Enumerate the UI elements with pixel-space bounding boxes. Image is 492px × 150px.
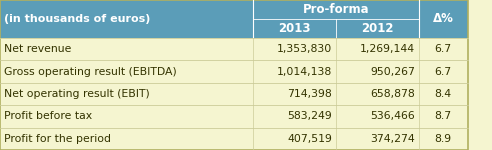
Text: 950,267: 950,267 bbox=[370, 67, 415, 77]
Text: 583,249: 583,249 bbox=[287, 111, 332, 121]
Text: 8.9: 8.9 bbox=[435, 134, 452, 144]
Text: 1,014,138: 1,014,138 bbox=[277, 67, 332, 77]
Text: Profit before tax: Profit before tax bbox=[4, 111, 92, 121]
Text: Pro-forma: Pro-forma bbox=[303, 3, 369, 16]
Text: 6.7: 6.7 bbox=[435, 67, 452, 77]
Text: Net revenue: Net revenue bbox=[4, 44, 71, 54]
Text: 407,519: 407,519 bbox=[287, 134, 332, 144]
Bar bbox=[0, 38, 468, 60]
Text: 1,269,144: 1,269,144 bbox=[360, 44, 415, 54]
Text: 6.7: 6.7 bbox=[435, 44, 452, 54]
Text: 658,878: 658,878 bbox=[370, 89, 415, 99]
Text: 8.4: 8.4 bbox=[435, 89, 452, 99]
Text: 2012: 2012 bbox=[361, 22, 394, 35]
Text: Δ%: Δ% bbox=[433, 12, 454, 26]
Bar bbox=[0, 128, 468, 150]
Text: 536,466: 536,466 bbox=[370, 111, 415, 121]
Text: Profit for the period: Profit for the period bbox=[4, 134, 111, 144]
Text: 8.7: 8.7 bbox=[435, 111, 452, 121]
Text: Net operating result (EBIT): Net operating result (EBIT) bbox=[4, 89, 150, 99]
Bar bbox=[0, 60, 468, 83]
Text: 714,398: 714,398 bbox=[287, 89, 332, 99]
Text: 1,353,830: 1,353,830 bbox=[277, 44, 332, 54]
Bar bbox=[0, 83, 468, 105]
Text: 374,274: 374,274 bbox=[370, 134, 415, 144]
Text: (in thousands of euros): (in thousands of euros) bbox=[4, 14, 151, 24]
Bar bbox=[0, 0, 468, 38]
Text: 2013: 2013 bbox=[278, 22, 311, 35]
Bar bbox=[0, 105, 468, 128]
Text: Gross operating result (EBITDA): Gross operating result (EBITDA) bbox=[4, 67, 177, 77]
